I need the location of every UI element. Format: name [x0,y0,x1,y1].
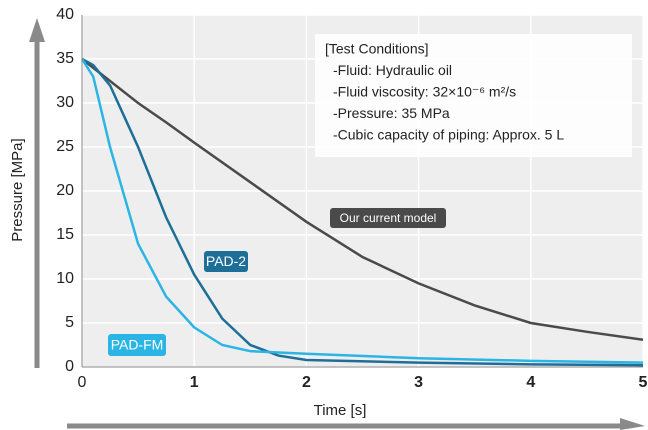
x-tick-label: 1 [190,374,199,391]
legend-box [108,334,166,356]
y-tick-label: 5 [65,314,74,331]
series-line [81,58,644,341]
x-axis-title: Time [s] [314,402,367,419]
series-line [81,57,644,367]
annotation-line: -Pressure: 35 MPa [333,105,450,121]
legend-label: Our current model [340,211,437,225]
annotation-line: -Fluid viscosity: 32×10⁻⁶ m²/s [333,84,516,100]
legend-box [330,208,446,228]
legend-label: PAD-FM [111,337,164,353]
annotation-line: -Fluid: Hydraulic oil [333,62,452,78]
x-tick-label: 2 [302,374,311,391]
x-tick-label: 3 [414,374,423,391]
annotation-line: [Test Conditions] [325,41,429,57]
y-axis-title: Pressure [MPa] [9,138,26,241]
y-tick-label: 35 [56,50,74,67]
series-line [80,58,644,364]
x-arrow-head [620,418,645,430]
x-tick-label: 5 [639,374,648,391]
legend-box [204,251,248,272]
legend-label: PAD-2 [206,253,246,269]
x-tick-label: 4 [526,374,535,391]
y-tick-label: 30 [56,94,74,111]
y-arrow-head [29,18,45,42]
y-tick-label: 20 [56,182,74,199]
y-tick-label: 25 [56,138,74,155]
y-tick-label: 10 [56,270,74,287]
x-tick-label: 0 [78,374,87,391]
y-tick-label: 15 [56,226,74,243]
annotation-box [315,34,632,157]
annotation-line: -Cubic capacity of piping: Approx. 5 L [333,127,564,143]
y-tick-label: 40 [56,6,74,23]
y-tick-label: 0 [65,358,74,375]
